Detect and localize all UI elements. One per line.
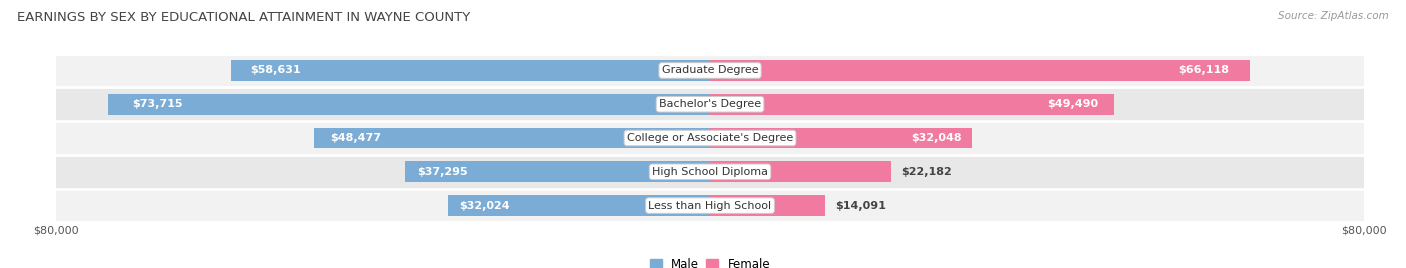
Legend: Male, Female: Male, Female (645, 253, 775, 268)
Text: Graduate Degree: Graduate Degree (662, 65, 758, 76)
Text: $48,477: $48,477 (329, 133, 381, 143)
Bar (710, 94, 1115, 115)
Text: High School Diploma: High School Diploma (652, 167, 768, 177)
Text: $14,091: $14,091 (835, 200, 886, 211)
Text: $58,631: $58,631 (250, 65, 301, 76)
Bar (56, 189, 1364, 222)
Bar (56, 54, 1364, 87)
Bar (56, 155, 1364, 189)
Bar (56, 87, 1364, 121)
Bar (710, 161, 891, 182)
Text: $32,048: $32,048 (911, 133, 962, 143)
Bar (449, 195, 710, 216)
Bar (56, 121, 1364, 155)
Text: $22,182: $22,182 (901, 167, 952, 177)
Text: EARNINGS BY SEX BY EDUCATIONAL ATTAINMENT IN WAYNE COUNTY: EARNINGS BY SEX BY EDUCATIONAL ATTAINMEN… (17, 11, 470, 24)
Text: $32,024: $32,024 (458, 200, 509, 211)
Bar (710, 195, 825, 216)
Bar (231, 60, 710, 81)
Text: College or Associate's Degree: College or Associate's Degree (627, 133, 793, 143)
Text: $66,118: $66,118 (1178, 65, 1229, 76)
Bar (710, 60, 1250, 81)
Text: Less than High School: Less than High School (648, 200, 772, 211)
Text: Source: ZipAtlas.com: Source: ZipAtlas.com (1278, 11, 1389, 21)
Bar (405, 161, 710, 182)
Bar (108, 94, 710, 115)
Text: $73,715: $73,715 (132, 99, 183, 109)
Bar (710, 128, 972, 148)
Bar (314, 128, 710, 148)
Text: Bachelor's Degree: Bachelor's Degree (659, 99, 761, 109)
Text: $49,490: $49,490 (1047, 99, 1098, 109)
Text: $37,295: $37,295 (418, 167, 468, 177)
